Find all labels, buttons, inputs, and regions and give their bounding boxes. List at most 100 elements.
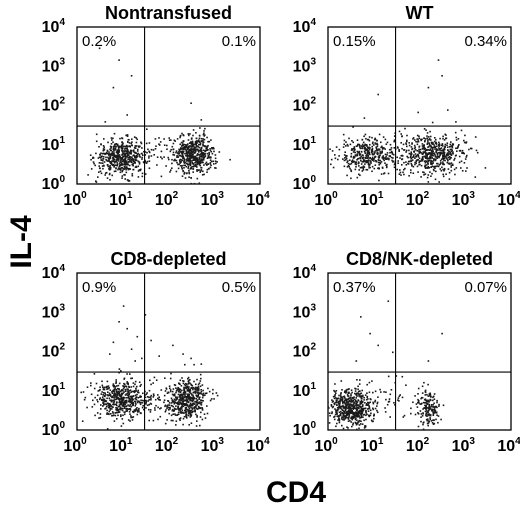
event-dot	[402, 143, 405, 146]
event-dot	[182, 398, 184, 401]
event-dot	[385, 391, 387, 393]
event-dot	[424, 162, 427, 164]
event-dot	[124, 160, 127, 162]
event-dot	[332, 405, 335, 408]
event-dot	[427, 413, 429, 416]
event-dot	[143, 150, 145, 153]
event-dot	[355, 388, 357, 390]
event-dot	[99, 170, 102, 173]
event-dot	[173, 384, 176, 386]
event-dot	[177, 408, 179, 410]
event-dot	[387, 172, 390, 175]
event-dot	[101, 398, 103, 401]
event-dot	[183, 415, 186, 418]
event-dot	[419, 160, 422, 162]
event-dot	[116, 164, 118, 167]
event-dot	[426, 160, 428, 163]
event-dot	[343, 419, 345, 421]
event-dot	[445, 154, 448, 156]
event-dot	[385, 158, 387, 160]
event-dot	[425, 414, 427, 417]
event-dot	[134, 380, 137, 383]
event-dot	[452, 151, 454, 153]
event-dot	[199, 143, 201, 146]
event-dot	[428, 157, 430, 160]
event-dot	[359, 409, 362, 412]
event-dot	[200, 148, 202, 151]
upper-right-percent: 0.07%	[464, 279, 507, 296]
event-dot	[153, 394, 155, 397]
event-dots	[87, 47, 231, 184]
event-dot	[423, 144, 425, 147]
panel-title: Nontransfused	[105, 3, 232, 23]
event-dot	[200, 399, 203, 402]
event-dot	[115, 388, 118, 391]
event-dot	[202, 152, 205, 154]
event-dot	[376, 145, 379, 148]
event-dot	[366, 413, 368, 416]
event-dot	[116, 396, 118, 398]
event-dot	[366, 148, 369, 150]
event-dot	[89, 154, 92, 156]
event-dot	[120, 414, 122, 416]
event-dot	[128, 180, 131, 182]
event-dot	[176, 401, 179, 404]
event-dot	[336, 415, 338, 418]
event-dot	[354, 161, 356, 163]
event-dot	[433, 408, 436, 411]
event-dot	[348, 410, 351, 413]
event-dot	[190, 157, 192, 159]
event-dot	[133, 158, 135, 160]
event-dot	[204, 162, 207, 165]
event-dot	[435, 148, 438, 150]
event-dot	[199, 396, 201, 399]
event-dot	[374, 407, 377, 410]
event-dot	[403, 173, 405, 176]
event-dot	[432, 396, 434, 399]
event-dot	[342, 146, 345, 148]
event-dot	[132, 382, 135, 384]
event-dot	[393, 140, 395, 143]
event-dot	[123, 148, 126, 150]
event-dot	[123, 413, 126, 416]
event-dot	[410, 153, 413, 156]
event-dot	[418, 145, 421, 148]
event-dot	[144, 154, 147, 156]
event-dot	[376, 411, 379, 414]
event-dot	[362, 414, 365, 416]
event-dot	[124, 394, 127, 396]
event-dot	[358, 394, 360, 397]
event-dot	[126, 154, 129, 157]
event-dot	[427, 163, 429, 165]
event-dot	[435, 418, 437, 421]
y-tick-label: 100	[293, 174, 317, 193]
event-dot	[191, 146, 193, 148]
event-dot	[367, 410, 370, 412]
event-dot	[370, 412, 372, 415]
event-dot	[90, 158, 92, 161]
event-dot	[420, 176, 422, 178]
event-dot	[371, 142, 374, 145]
event-dot	[107, 165, 109, 168]
event-dot	[384, 138, 387, 141]
event-dot	[158, 396, 160, 398]
event-dot	[117, 405, 120, 408]
event-dot	[209, 399, 212, 402]
event-dot	[342, 402, 344, 404]
event-dot	[346, 393, 349, 396]
event-dot	[438, 141, 440, 144]
event-dot	[431, 121, 434, 124]
event-dot	[198, 388, 200, 390]
event-dot	[358, 415, 361, 417]
event-dot	[434, 167, 436, 169]
event-dot	[396, 168, 398, 171]
event-dot	[347, 407, 349, 410]
event-dot	[146, 151, 148, 154]
event-dot	[394, 162, 396, 164]
event-dot	[344, 151, 346, 153]
event-dot	[196, 414, 198, 417]
event-dot	[425, 129, 427, 131]
event-dot	[434, 159, 437, 162]
y-tick-label: 101	[293, 381, 317, 400]
event-dot	[125, 150, 128, 152]
